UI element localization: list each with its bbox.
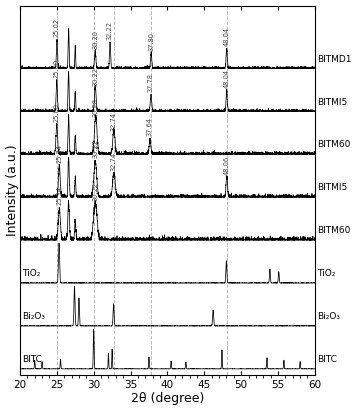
Text: 48.04: 48.04 <box>224 27 230 46</box>
Text: TiO₂: TiO₂ <box>317 269 336 278</box>
Text: 30.22: 30.22 <box>92 182 98 201</box>
X-axis label: 2θ (degree): 2θ (degree) <box>131 393 204 405</box>
Text: 25.00: 25.00 <box>54 103 60 122</box>
Text: 32.22: 32.22 <box>107 21 113 39</box>
Text: BITMI5: BITMI5 <box>317 183 347 192</box>
Text: BITM60: BITM60 <box>317 226 351 235</box>
Text: BITMI5: BITMI5 <box>317 97 347 106</box>
Text: 37.64: 37.64 <box>147 117 153 136</box>
Text: 30.20: 30.20 <box>92 30 98 48</box>
Y-axis label: Intensity (a.u.): Intensity (a.u.) <box>6 144 19 236</box>
Text: 37.78: 37.78 <box>148 73 154 92</box>
Text: 30.22: 30.22 <box>92 67 98 86</box>
Text: 30.22: 30.22 <box>92 139 98 158</box>
Text: 48.06: 48.06 <box>224 156 230 175</box>
Text: 25.34: 25.34 <box>56 186 62 205</box>
Text: TiO₂: TiO₂ <box>22 269 41 278</box>
Text: BITC: BITC <box>317 355 337 364</box>
Text: Bi₂O₃: Bi₂O₃ <box>22 312 45 321</box>
Text: BITMD1: BITMD1 <box>317 55 352 64</box>
Text: BITM60: BITM60 <box>317 141 351 150</box>
Text: 32.74: 32.74 <box>111 112 117 131</box>
Text: 37.80: 37.80 <box>148 32 154 51</box>
Text: Bi₂O₃: Bi₂O₃ <box>317 312 340 321</box>
Text: 32.74: 32.74 <box>111 152 117 171</box>
Text: 25.02: 25.02 <box>54 18 60 37</box>
Text: BITC: BITC <box>22 355 42 364</box>
Text: 25.00: 25.00 <box>54 59 60 78</box>
Text: 48.04: 48.04 <box>224 69 230 88</box>
Text: 25.34: 25.34 <box>56 144 62 163</box>
Text: 30.28: 30.28 <box>93 98 99 117</box>
